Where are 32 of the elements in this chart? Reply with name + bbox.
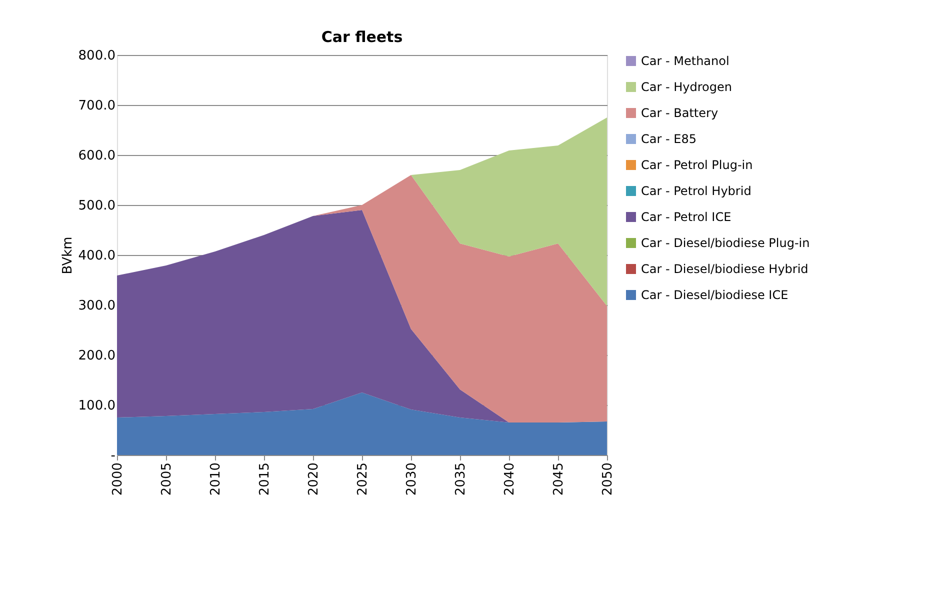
- x-tick-label: 2030: [404, 462, 420, 496]
- x-tick-label: 2005: [160, 462, 174, 496]
- y-tick-label: 500.0: [78, 198, 116, 214]
- y-tick-label: 800.0: [78, 48, 116, 64]
- y-tick-label: 700.0: [78, 98, 116, 114]
- legend-label: Car - Diesel/biodiese ICE: [641, 288, 788, 302]
- legend-label: Car - Petrol Hybrid: [641, 184, 752, 198]
- x-tick-label: 2020: [306, 462, 322, 496]
- x-tick-label: 2015: [258, 462, 272, 496]
- x-tick-label: 2040: [502, 462, 518, 496]
- x-tick-label: 2045: [552, 462, 566, 496]
- x-tick-label: 2050: [600, 462, 616, 496]
- x-tick-label: 2035: [454, 462, 468, 496]
- y-axis-title: BVkm: [60, 236, 76, 274]
- legend-label: Car - Diesel/biodiese Hybrid: [641, 262, 808, 276]
- legend-label: Car - Methanol: [641, 54, 730, 68]
- y-tick-label: 600.0: [78, 148, 116, 164]
- legend-label: Car - E85: [641, 132, 696, 146]
- legend-label: Car - Hydrogen: [641, 80, 732, 94]
- legend-label: Car - Diesel/biodiese Plug-in: [641, 236, 810, 250]
- y-tick-label: -: [110, 448, 116, 464]
- legend-label: Car - Petrol ICE: [641, 210, 732, 224]
- y-tick-label: 200.0: [78, 348, 116, 364]
- y-tick-label: 300.0: [78, 298, 116, 314]
- x-tick-label: 2000: [110, 462, 126, 496]
- legend-label: Car - Battery: [641, 106, 718, 120]
- y-tick-label: 100.0: [78, 398, 116, 414]
- chart-title: Car fleets: [321, 28, 403, 46]
- legend-label: Car - Petrol Plug-in: [641, 158, 753, 172]
- x-tick-label: 2010: [208, 462, 224, 496]
- y-tick-label: 400.0: [78, 248, 116, 264]
- x-tick-label: 2025: [356, 462, 370, 496]
